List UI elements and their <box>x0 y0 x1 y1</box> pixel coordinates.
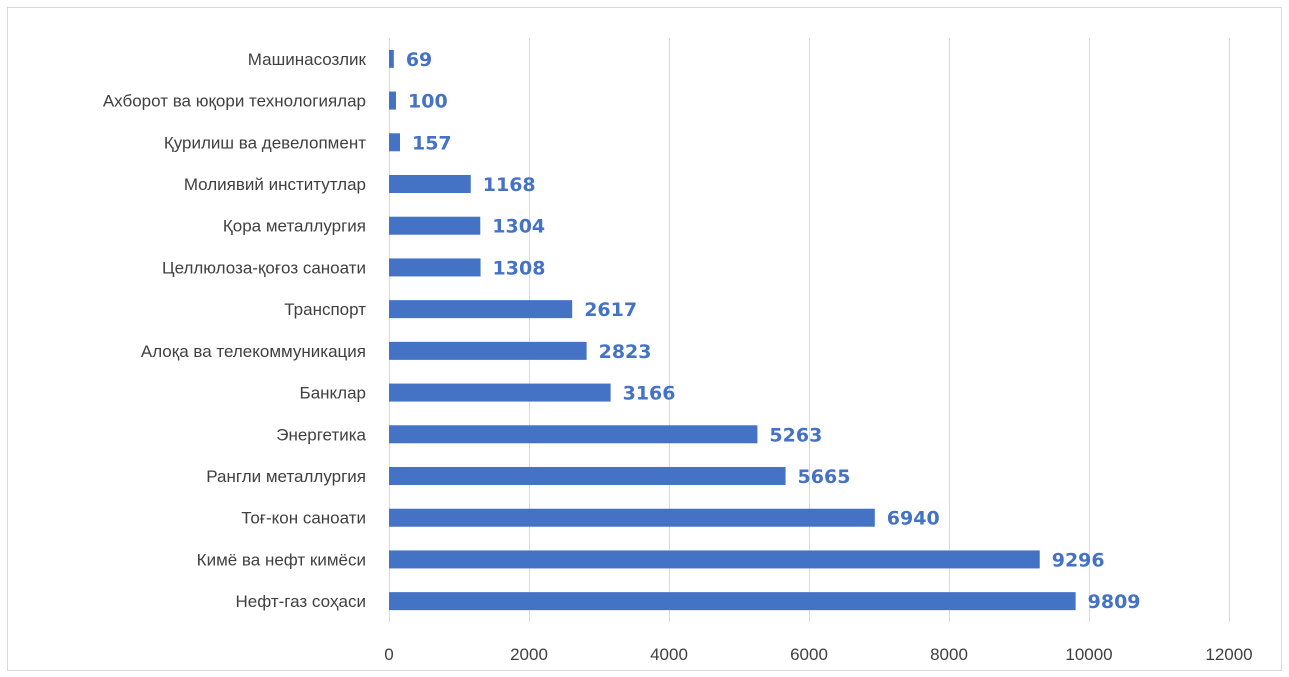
x-tick-label: 0 <box>384 645 393 664</box>
x-tick-labels: 0 2000 4000 6000 8000 10000 12000 <box>384 645 1252 664</box>
bar <box>389 467 786 485</box>
category-label: Тоғ-кон саноати <box>241 509 366 528</box>
data-label: 69 <box>406 49 432 71</box>
data-label: 9296 <box>1052 549 1105 571</box>
bar <box>389 300 573 319</box>
x-tick-label: 12000 <box>1205 645 1252 664</box>
x-tick-label: 2000 <box>510 645 548 664</box>
data-label: 1168 <box>483 174 536 196</box>
data-label: 1304 <box>492 216 545 238</box>
bar <box>389 383 611 402</box>
category-label: Ахборот ва юқори технологиялар <box>103 92 366 111</box>
data-label: 2823 <box>599 341 652 363</box>
data-label: 6940 <box>887 508 940 530</box>
x-tick-label: 10000 <box>1065 645 1112 664</box>
data-label: 2617 <box>584 299 637 321</box>
bar <box>389 175 471 193</box>
category-label: Рангли металлургия <box>206 467 366 486</box>
category-label: Машинасозлик <box>248 50 367 69</box>
x-tick-label: 8000 <box>930 645 968 664</box>
category-label: Қурилиш ва девелопмент <box>164 133 366 152</box>
data-label: 9809 <box>1088 591 1141 613</box>
bar <box>389 216 481 235</box>
category-label: Қора металлургия <box>223 217 366 236</box>
x-tick-label: 4000 <box>650 645 688 664</box>
x-tick-label: 6000 <box>790 645 828 664</box>
data-label: 5665 <box>798 466 851 488</box>
bar <box>389 425 758 444</box>
data-label: 157 <box>412 132 452 154</box>
bar <box>389 592 1076 611</box>
category-label: Молиявий институтлар <box>184 175 366 194</box>
bar <box>389 133 400 152</box>
data-label: 5263 <box>769 424 822 446</box>
bar <box>389 508 875 527</box>
bar <box>389 49 394 68</box>
bars <box>389 49 1076 611</box>
category-label: Банклар <box>300 384 366 403</box>
data-labels: 69 100 157 1168 1304 1308 2617 2823 3166 5263 5665… <box>406 49 1141 613</box>
category-labels: Машинасозлик Ахборот ва юқори технологиял… <box>103 50 367 611</box>
category-label: Алоқа ва телекоммуникация <box>141 342 366 361</box>
bar <box>389 341 587 360</box>
category-label: Нефт-газ соҳаси <box>236 592 367 611</box>
bar <box>389 91 396 110</box>
bar <box>389 258 481 277</box>
data-label: 1308 <box>493 257 546 279</box>
data-label: 3166 <box>623 383 676 405</box>
bar <box>389 550 1040 569</box>
category-label: Кимё ва нефт кимёси <box>197 550 366 569</box>
category-label: Транспорт <box>284 300 366 319</box>
category-label: Целлюлоза-қоғоз саноати <box>162 258 366 277</box>
category-label: Энергетика <box>276 425 366 444</box>
gridlines <box>389 38 1230 622</box>
data-label: 100 <box>408 91 448 113</box>
